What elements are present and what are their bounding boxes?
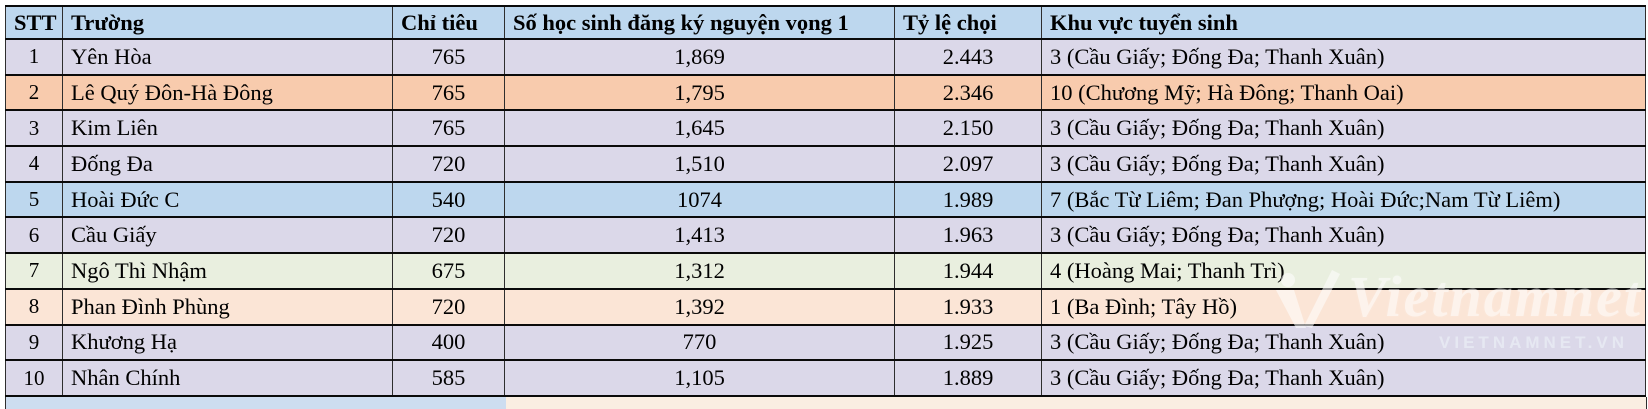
cell-area: 10 (Chương Mỹ; Hà Đông; Thanh Oai) [1041,73,1646,112]
cell-quota: 400 [392,323,505,362]
cell-ratio: 1.944 [894,252,1042,290]
table-body: 1 Yên Hòa 765 1,869 2.443 3 (Cầu Giấy; Đ… [5,38,1646,397]
cell-stt: 4 [5,145,63,183]
column-header-ratio: Tỷ lệ chọi [894,5,1042,40]
cell-ratio: 2.443 [894,38,1042,76]
cell-school: Cầu Giấy [62,216,393,255]
cell-applicants: 1,312 [504,252,895,290]
cell-quota: 765 [392,38,505,76]
cell-quota: 585 [392,359,505,397]
cell-school: Khương Hạ [62,323,393,362]
cell-school: Phan Đình Phùng [62,287,393,326]
cell-ratio: 2.150 [894,109,1042,148]
cell-ratio: 1.925 [894,323,1042,362]
cell-stt: 6 [5,216,63,255]
spreadsheet-table-region: STT Trường Chỉ tiêu Số học sinh đăng ký … [5,5,1647,409]
cell-school: Đống Đa [62,145,393,183]
cell-applicants: 1,510 [504,145,895,183]
cell-quota: 765 [392,109,505,148]
column-header-school: Trường [62,5,393,40]
cell-area: 3 (Cầu Giấy; Đống Đa; Thanh Xuân) [1041,109,1646,148]
table-row: 7 Ngô Thì Nhậm 675 1,312 1.944 4 (Hoàng … [5,252,1646,290]
cell-stt: 10 [5,359,63,397]
cell-school: Lê Quý Đôn-Hà Đông [62,73,393,112]
cell-ratio: 2.097 [894,145,1042,183]
table-row: 3 Kim Liên 765 1,645 2.150 3 (Cầu Giấy; … [5,109,1646,148]
cell-applicants: 1,795 [504,73,895,112]
cell-stt: 3 [5,109,63,148]
cell-area: 3 (Cầu Giấy; Đống Đa; Thanh Xuân) [1041,359,1646,397]
cell-ratio: 1.989 [894,180,1042,219]
cell-quota: 540 [392,180,505,219]
cell-area: 3 (Cầu Giấy; Đống Đa; Thanh Xuân) [1041,145,1646,183]
cell-stt: 5 [5,180,63,219]
cell-ratio: 2.346 [894,73,1042,112]
table-row: 2 Lê Quý Đôn-Hà Đông 765 1,795 2.346 10 … [5,73,1646,112]
table-row: 9 Khương Hạ 400 770 1.925 3 (Cầu Giấy; Đ… [5,323,1646,362]
cell-applicants: 1,645 [504,109,895,148]
cell-area: 3 (Cầu Giấy; Đống Đa; Thanh Xuân) [1041,323,1646,362]
cell-applicants: 1,392 [504,287,895,326]
cell-area: 3 (Cầu Giấy; Đống Đa; Thanh Xuân) [1041,216,1646,255]
cell-quota: 720 [392,287,505,326]
column-header-quota: Chỉ tiêu [392,5,505,40]
cell-area: 1 (Ba Đình; Tây Hồ) [1041,287,1646,326]
cell-school: Yên Hòa [62,38,393,76]
table-row: 5 Hoài Đức C 540 1074 1.989 7 (Bắc Từ Li… [5,180,1646,219]
cell-stt: 8 [5,287,63,326]
cell-area: 3 (Cầu Giấy; Đống Đa; Thanh Xuân) [1041,38,1646,76]
table-header-row: STT Trường Chỉ tiêu Số học sinh đăng ký … [5,5,1646,40]
cell-ratio: 1.963 [894,216,1042,255]
admissions-table: STT Trường Chỉ tiêu Số học sinh đăng ký … [5,5,1646,397]
cell-applicants: 770 [504,323,895,362]
cell-ratio: 1.889 [894,359,1042,397]
cell-ratio: 1.933 [894,287,1042,326]
cell-school: Nhân Chính [62,359,393,397]
column-header-area: Khu vực tuyển sinh [1041,5,1646,40]
cell-applicants: 1,413 [504,216,895,255]
cell-stt: 7 [5,252,63,290]
cell-quota: 765 [392,73,505,112]
cell-area: 4 (Hoàng Mai; Thanh Trì) [1041,252,1646,290]
column-header-applicants: Số học sinh đăng ký nguyện vọng 1 [504,5,895,40]
table-row: 10 Nhân Chính 585 1,105 1.889 3 (Cầu Giấ… [5,359,1646,397]
cell-quota: 720 [392,216,505,255]
cell-applicants: 1,869 [504,38,895,76]
cell-quota: 675 [392,252,505,290]
table-row: 4 Đống Đa 720 1,510 2.097 3 (Cầu Giấy; Đ… [5,145,1646,183]
table-row: 1 Yên Hòa 765 1,869 2.443 3 (Cầu Giấy; Đ… [5,38,1646,76]
table-row: 6 Cầu Giấy 720 1,413 1.963 3 (Cầu Giấy; … [5,216,1646,255]
cell-area: 7 (Bắc Từ Liêm; Đan Phượng; Hoài Đức;Nam… [1041,180,1646,219]
cell-school: Kim Liên [62,109,393,148]
cell-applicants: 1074 [504,180,895,219]
cell-stt: 9 [5,323,63,362]
cell-stt: 2 [5,73,63,112]
cell-school: Hoài Đức C [62,180,393,219]
table-row: 8 Phan Đình Phùng 720 1,392 1.933 1 (Ba … [5,287,1646,326]
cell-applicants: 1,105 [504,359,895,397]
cell-stt: 1 [5,38,63,76]
column-header-stt: STT [5,5,63,40]
cell-school: Ngô Thì Nhậm [62,252,393,290]
cell-quota: 720 [392,145,505,183]
